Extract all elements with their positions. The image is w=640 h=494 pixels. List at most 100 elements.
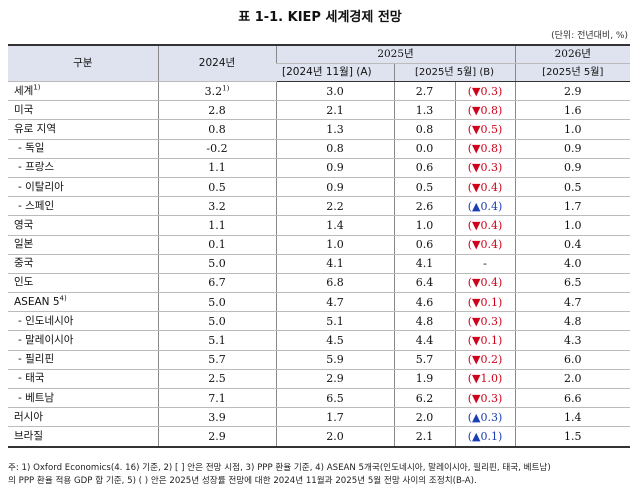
table-row: - 프랑스 1.1 0.9 0.6 (▼0.3) 0.9 [8, 158, 631, 178]
cell-2026: 1.5 [514, 426, 631, 448]
value-2026: 6.6 [564, 391, 582, 405]
region-name: - 인도네시아 [18, 314, 74, 327]
cell-region: - 태국 [8, 369, 158, 390]
value-2025-nov: 6.8 [326, 276, 344, 290]
value-2024: -0.2 [206, 142, 228, 156]
value-2025-may: 0.6 [415, 238, 434, 252]
value-2025-nov: 6.5 [326, 391, 344, 405]
value-2025-may: 0.0 [415, 142, 434, 156]
cell-2025-nov: 1.4 [275, 215, 394, 236]
table-row: - 독일 -0.2 0.8 0.0 (▼0.8) 0.9 [8, 139, 631, 159]
region-name: 미국 [14, 103, 34, 116]
value-2024: 5.1 [208, 334, 226, 348]
region-name: 세계 [14, 84, 34, 97]
value-2025-may: 2.6 [415, 199, 434, 213]
cell-2025-may: 4.1 [393, 254, 455, 274]
value-2025-may: 2.7 [415, 84, 434, 98]
cell-2025-nov: 3.0 [275, 81, 394, 102]
value-2025-nov: 1.0 [326, 238, 344, 252]
value-2026: 0.9 [564, 142, 582, 156]
adjustment-value: (▲0.3) [467, 410, 503, 424]
region-name: 영국 [14, 218, 34, 231]
value-2025-may: 2.1 [415, 429, 434, 443]
cell-region: - 이탈리아 [8, 177, 158, 198]
adjustment-value: (▼0.4) [467, 276, 503, 290]
header-row-1: 구분 2024년 2025년 2026년 [8, 44, 631, 82]
cell-2025-may: 2.7 [393, 81, 455, 102]
cell-2025-may: 0.6 [393, 158, 455, 178]
value-2026: 6.0 [564, 353, 582, 367]
cell-2024: 5.0 [157, 292, 276, 313]
cell-region: - 독일 [8, 139, 158, 159]
value-2025-nov: 2.9 [326, 372, 344, 386]
value-2024: 1.1 [208, 218, 226, 232]
adjustment-value: (▲0.4) [467, 199, 503, 213]
cell-2026: 4.7 [514, 292, 631, 313]
cell-2024: 5.0 [157, 254, 276, 274]
cell-2026: 6.0 [514, 350, 631, 370]
cell-2025-may: 2.1 [393, 426, 455, 448]
cell-2025-may: 0.8 [393, 119, 455, 140]
cell-2025-may: 1.9 [393, 369, 455, 390]
cell-2025-nov: 4.5 [275, 330, 394, 351]
cell-2025-may: 1.0 [393, 215, 455, 236]
adjustment-value: (▼0.3) [467, 391, 503, 405]
cell-2026: 2.9 [514, 81, 631, 102]
cell-2025-nov: 2.9 [275, 369, 394, 390]
value-2024-footnote-mark: 1) [222, 83, 230, 92]
adjustment-value: (▲0.1) [467, 429, 503, 443]
value-2024: 3.9 [208, 410, 226, 424]
cell-region: 유로 지역 [8, 119, 158, 140]
value-2024: 2.8 [208, 103, 226, 117]
value-2025-nov: 3.0 [326, 84, 344, 98]
cell-2024: 2.8 [157, 100, 276, 121]
cell-2025-nov: 5.9 [275, 350, 394, 370]
value-2025-nov: 1.4 [326, 218, 344, 232]
table-row: ASEAN 54) 5.0 4.7 4.6 (▼0.1) 4.7 [8, 292, 631, 313]
region-name: - 베트남 [18, 391, 55, 404]
region-name: - 독일 [18, 142, 45, 155]
cell-2026: 2.0 [514, 369, 631, 390]
value-2025-nov: 2.2 [326, 199, 344, 213]
value-2026: 2.0 [564, 372, 582, 386]
cell-adjustment: (▼0.4) [454, 215, 516, 236]
header-category: 구분 [8, 44, 158, 82]
cell-adjustment: (▲0.4) [454, 196, 516, 217]
footnote-line-1: 주: 1) Oxford Economics(4. 16) 기준, 2) [ ]… [8, 463, 551, 473]
value-2025-may: 4.1 [415, 257, 434, 271]
region-name: 일본 [14, 238, 34, 251]
value-2025-nov: 4.1 [326, 257, 344, 271]
value-2024: 5.7 [208, 353, 226, 367]
table-row: - 이탈리아 0.5 0.9 0.5 (▼0.4) 0.5 [8, 177, 631, 198]
cell-2024: 5.1 [157, 330, 276, 351]
cell-2026: 4.0 [514, 254, 631, 274]
cell-2025-nov: 5.1 [275, 311, 394, 332]
cell-adjustment: - [454, 254, 516, 274]
table-row: 중국 5.0 4.1 4.1 - 4.0 [8, 254, 631, 274]
value-2025-may: 0.6 [415, 161, 434, 175]
cell-2025-may: 4.4 [393, 330, 455, 351]
cell-2025-may: 0.6 [393, 235, 455, 255]
table-row: 러시아 3.9 1.7 2.0 (▲0.3) 1.4 [8, 407, 631, 428]
cell-region: 중국 [8, 254, 158, 274]
value-2026: 1.0 [564, 122, 582, 136]
table-row: - 스페인 3.2 2.2 2.6 (▲0.4) 1.7 [8, 196, 631, 217]
cell-adjustment: (▼0.3) [454, 311, 516, 332]
cell-2025-nov: 1.7 [275, 407, 394, 428]
value-2025-nov: 0.8 [326, 142, 344, 156]
cell-2026: 1.4 [514, 407, 631, 428]
footnotes: 주: 1) Oxford Economics(4. 16) 기준, 2) [ ]… [8, 462, 632, 488]
cell-adjustment: (▼0.2) [454, 350, 516, 370]
region-name: 유로 지역 [14, 122, 56, 135]
value-2024: 7.1 [208, 391, 226, 405]
value-2026: 1.6 [564, 103, 582, 117]
cell-adjustment: (▼0.8) [454, 139, 516, 159]
cell-2024: 5.0 [157, 311, 276, 332]
cell-2024: 0.1 [157, 235, 276, 255]
cell-region: 일본 [8, 235, 158, 255]
value-2026: 1.4 [564, 410, 582, 424]
region-name: - 태국 [18, 372, 45, 385]
cell-2026: 6.5 [514, 273, 631, 294]
table-body: 구분 2024년 2025년 2026년 [2024년 11월] (A) [20… [8, 44, 631, 448]
